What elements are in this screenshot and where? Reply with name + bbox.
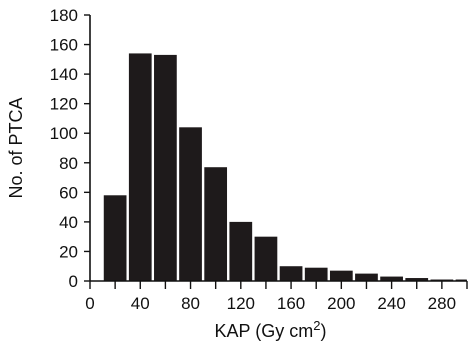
histogram-bar [229,221,253,281]
histogram-bar [179,127,202,281]
histogram-bar [304,267,328,281]
y-tick-label: 60 [59,183,78,202]
y-tick-label: 40 [59,213,78,232]
x-tick-label: 120 [227,294,255,313]
y-tick-label: 80 [59,154,78,173]
axes-layer [84,14,468,289]
histogram-bar [254,236,278,281]
y-tick-label: 120 [50,95,78,114]
histogram-bar [279,266,303,281]
histogram-bar [204,167,228,281]
x-tick-label: 240 [377,294,405,313]
histogram-bar [329,270,353,281]
x-axis-title: KAP (Gy cm2) [215,318,327,341]
y-axis-title: No. of PTCA [6,97,26,198]
x-tick-label: 160 [277,294,305,313]
labels-layer: 0 20 40 60 80 100 120 140 160 180 0 40 80 120 160 200 24… [6,6,456,341]
x-tick-label: 200 [327,294,355,313]
histogram-bar [128,53,152,281]
histogram-bar [380,276,403,281]
x-tick-label: 40 [131,294,150,313]
x-tick-label: 280 [428,294,456,313]
histogram-bar [355,273,378,281]
y-tick-label: 160 [50,36,78,55]
bars-layer [103,53,467,282]
y-tick-label: 140 [50,65,78,84]
y-tick-label: 0 [69,272,78,291]
y-tick-label: 180 [50,6,78,25]
histogram-bar [103,195,127,281]
histogram-bar [154,54,177,282]
x-tick-label: 80 [181,294,200,313]
x-tick-label: 0 [85,294,94,313]
y-tick-label: 20 [59,242,78,261]
y-tick-label: 100 [50,124,78,143]
histogram-bar [405,278,429,281]
